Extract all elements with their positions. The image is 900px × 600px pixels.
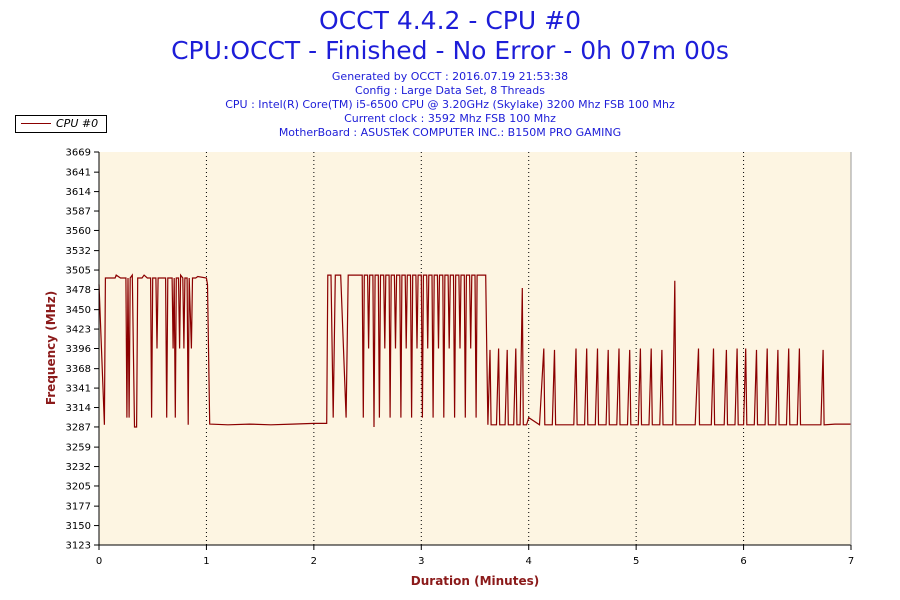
y-tick-label: 3614 <box>66 187 91 198</box>
y-tick-label: 3396 <box>66 344 91 355</box>
info-motherboard: MotherBoard : ASUSTeK COMPUTER INC.: B15… <box>278 126 622 139</box>
x-tick-label: 4 <box>526 556 532 567</box>
y-tick-label: 3505 <box>66 266 91 277</box>
y-tick-label: 3314 <box>66 403 91 414</box>
y-tick-label: 3232 <box>66 462 91 473</box>
y-tick-label: 3669 <box>66 148 91 159</box>
info-generated: Generated by OCCT : 2016.07.19 21:53:38 <box>331 70 569 83</box>
x-tick-label: 1 <box>203 556 209 567</box>
y-tick-label: 3423 <box>66 325 91 336</box>
info-current-clock: Current clock : 3592 Mhz FSB 100 Mhz <box>344 112 556 125</box>
legend-label: CPU #0 <box>56 117 99 130</box>
y-tick-label: 3259 <box>66 443 91 454</box>
y-tick-label: 3368 <box>66 364 91 375</box>
y-tick-label: 3478 <box>66 285 91 296</box>
y-axis-ticks: 3123 3150 3177 3205 3232 3259 3287 3314 3341 3368… <box>66 148 99 552</box>
y-tick-label: 3150 <box>66 521 91 532</box>
y-tick-label: 3560 <box>66 226 91 237</box>
y-axis-label: Frequency (MHz) <box>44 291 58 405</box>
y-tick-label: 3287 <box>66 422 91 433</box>
x-tick-label: 2 <box>311 556 317 567</box>
y-tick-label: 3205 <box>66 481 91 492</box>
legend-swatch <box>21 123 51 124</box>
legend: CPU #0 <box>15 115 107 133</box>
x-axis-ticks: 0 1 2 3 4 5 6 7 <box>96 545 854 567</box>
x-tick-label: 6 <box>740 556 746 567</box>
chart-title: OCCT 4.4.2 - CPU #0 <box>319 6 581 35</box>
x-tick-label: 5 <box>633 556 639 567</box>
info-cpu: CPU : Intel(R) Core(TM) i5-6500 CPU @ 3.… <box>225 98 675 111</box>
y-tick-label: 3177 <box>66 502 91 513</box>
y-tick-label: 3587 <box>66 207 91 218</box>
x-tick-label: 0 <box>96 556 102 567</box>
info-config: Config : Large Data Set, 8 Threads <box>355 84 545 97</box>
y-tick-label: 3450 <box>66 305 91 316</box>
x-tick-label: 3 <box>418 556 424 567</box>
y-tick-label: 3641 <box>66 168 91 179</box>
y-tick-label: 3532 <box>66 246 91 257</box>
y-tick-label: 3341 <box>66 384 91 395</box>
chart-subtitle: CPU:OCCT - Finished - No Error - 0h 07m … <box>171 36 729 65</box>
y-tick-label: 3123 <box>66 541 91 552</box>
x-axis-label: Duration (Minutes) <box>411 574 539 588</box>
x-tick-label: 7 <box>848 556 854 567</box>
series-line-cpu0 <box>98 273 851 428</box>
